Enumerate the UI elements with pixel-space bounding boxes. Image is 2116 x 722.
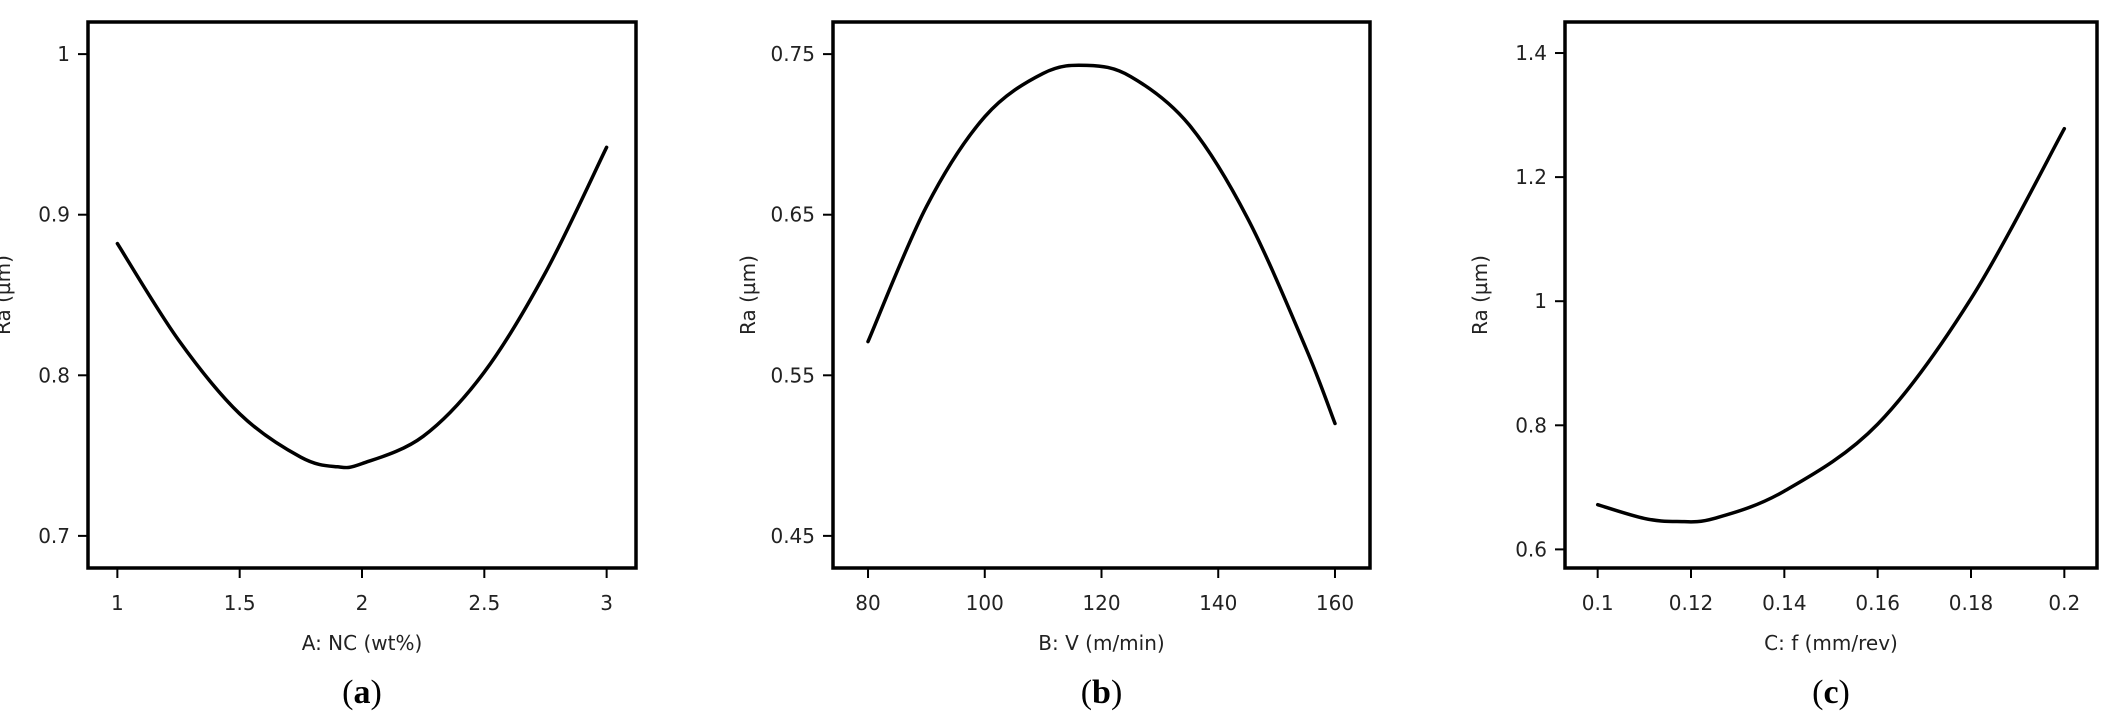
y-axis-label: Ra (µm) <box>736 255 760 335</box>
series-line <box>1595 126 2067 524</box>
y-tick-label: 0.9 <box>38 203 70 227</box>
y-tick-label: 0.8 <box>38 363 70 387</box>
x-tick-label: 3 <box>600 591 613 615</box>
panel-caption: (a) <box>342 674 382 711</box>
x-tick-label: 160 <box>1316 591 1354 615</box>
x-tick-label: 100 <box>966 591 1004 615</box>
series-line <box>115 145 609 470</box>
x-axis-label: C: f (mm/rev) <box>1764 631 1898 655</box>
chart-panel-b: 80 100 120 140 160 0.45 0.55 0.65 0.75 B: V (m/mi… <box>736 20 1372 711</box>
chart-panel-a: 1 1.5 2 2.5 3 0.7 0.8 0.9 1 A: NC (wt%) Ra (µm) (a) <box>0 20 638 711</box>
x-tick-label: 140 <box>1199 591 1237 615</box>
y-tick-label: 1 <box>1534 289 1547 313</box>
x-tick-label: 0.2 <box>2048 591 2080 615</box>
y-tick-label: 0.55 <box>770 363 815 387</box>
chart-panel-c: 0.1 0.12 0.14 0.16 0.18 0.2 0.6 0.8 1 1.2 1.4 C: f … <box>1468 20 2099 711</box>
y-axis-label: Ra (µm) <box>0 255 15 335</box>
x-tick-label: 120 <box>1082 591 1120 615</box>
y-tick-label: 1.4 <box>1515 41 1547 65</box>
x-tick-label: 1 <box>111 591 124 615</box>
panel-caption: (b) <box>1081 674 1123 711</box>
x-tick-label: 0.14 <box>1762 591 1807 615</box>
plot-frame <box>86 20 638 570</box>
x-tick-label: 0.18 <box>1949 591 1994 615</box>
x-tick-label: 2.5 <box>468 591 500 615</box>
y-tick-label: 0.45 <box>770 524 815 548</box>
y-tick-label: 1 <box>57 42 70 66</box>
x-tick-label: 1.5 <box>224 591 256 615</box>
x-axis-label: A: NC (wt%) <box>302 631 423 655</box>
y-tick-label: 0.6 <box>1515 537 1547 561</box>
y-tick-label: 0.65 <box>770 203 815 227</box>
y-tick-label: 0.8 <box>1515 413 1547 437</box>
series-line <box>866 63 1337 426</box>
plot-frame <box>831 20 1372 570</box>
x-tick-label: 0.16 <box>1855 591 1900 615</box>
y-axis-label: Ra (µm) <box>1468 255 1492 335</box>
x-tick-label: 2 <box>356 591 369 615</box>
x-tick-label: 0.1 <box>1582 591 1614 615</box>
y-tick-label: 0.75 <box>770 42 815 66</box>
panel-caption: (c) <box>1812 674 1850 711</box>
x-tick-label: 80 <box>855 591 880 615</box>
plot-frame <box>1563 20 2099 570</box>
x-axis-label: B: V (m/min) <box>1038 631 1164 655</box>
y-tick-label: 0.7 <box>38 524 70 548</box>
y-tick-label: 1.2 <box>1515 165 1547 189</box>
x-tick-label: 0.12 <box>1669 591 1714 615</box>
